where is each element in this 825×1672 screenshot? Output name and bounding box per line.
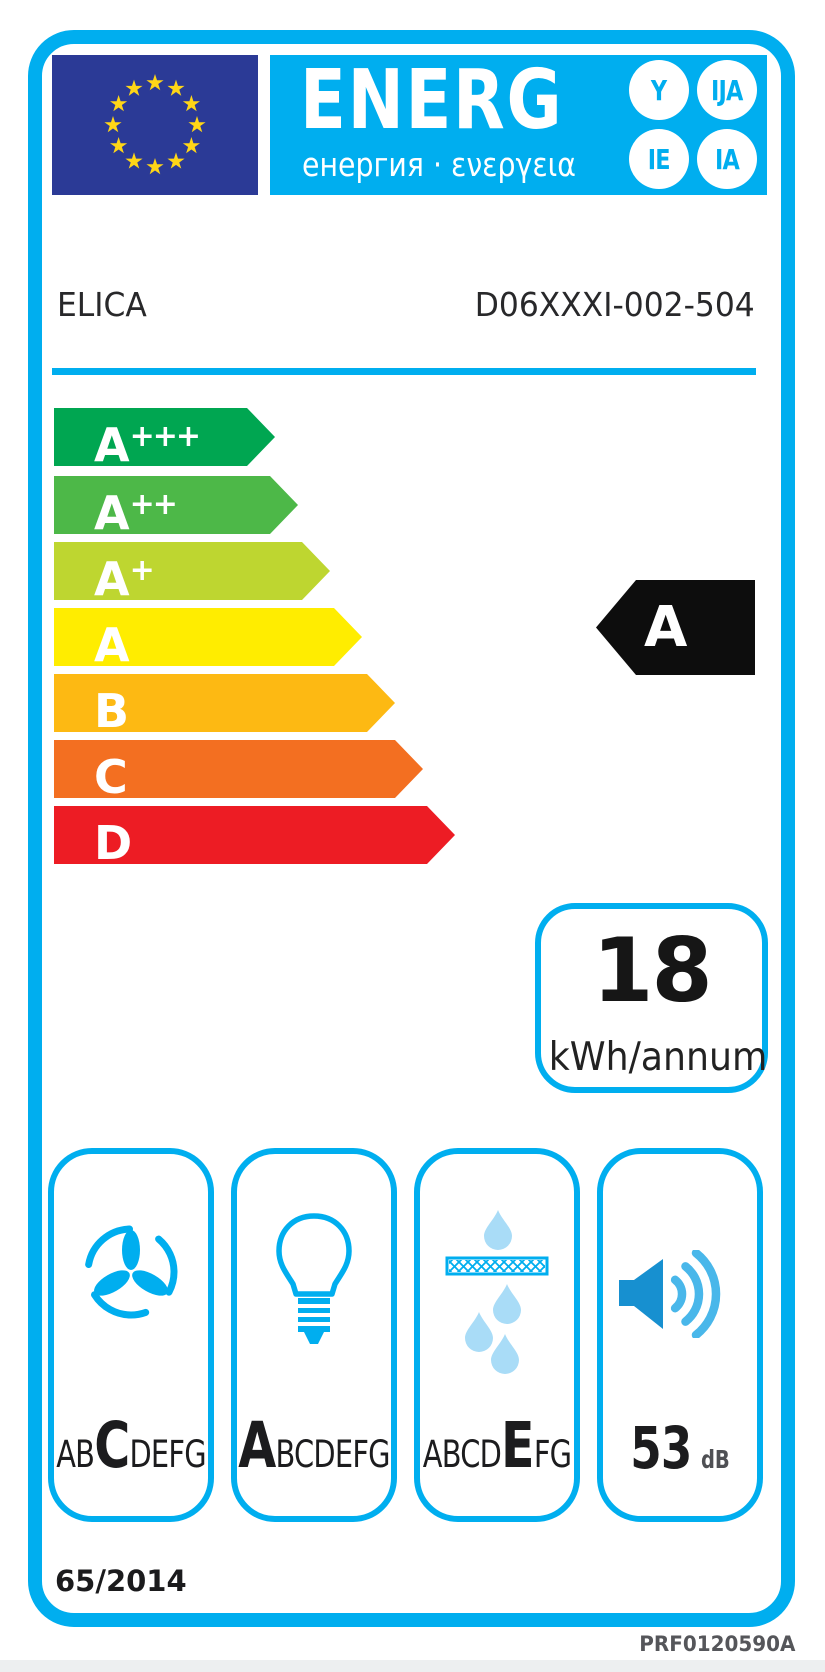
brand-name: ELICA: [57, 285, 147, 324]
eu-flag-icon: [52, 55, 258, 195]
grease-filter-box: ABCD E FG: [414, 1148, 580, 1522]
energ-title: ENERG: [300, 53, 564, 148]
fan-class-scale: AB C DEFG: [56, 1409, 206, 1482]
energy-class-b: B: [54, 674, 395, 732]
energy-class-d: D: [54, 806, 455, 864]
rated-class-arrow: A: [596, 580, 755, 675]
noise-value: 53: [630, 1414, 692, 1482]
model-number: D06XXXI-002-504: [474, 285, 755, 324]
energy-class-a-plus: A+: [54, 542, 330, 600]
noise-unit: dB: [700, 1445, 730, 1474]
eu-flag: [52, 55, 258, 195]
annual-consumption-box: 18 kWh/annum: [535, 903, 768, 1093]
consumption-unit: kWh/annum: [548, 1035, 768, 1080]
energy-class-c: C: [54, 740, 423, 798]
filter-class-scale: ABCD E FG: [422, 1409, 572, 1482]
suffix-circle-ia: IA: [697, 129, 757, 189]
suffix-circle-ija: IJA: [697, 60, 757, 120]
header-divider: [52, 368, 756, 375]
speaker-icon: [619, 1250, 721, 1338]
fan-efficiency-box: AB C DEFG: [48, 1148, 214, 1522]
suffix-circle-ie: IE: [629, 129, 689, 189]
energy-class-a-plus-plus-plus: A+++: [54, 408, 275, 466]
energ-subtitle: енергия · ενεργεια: [302, 145, 576, 184]
energy-class-a-plus-plus: A++: [54, 476, 298, 534]
energy-class-a: A: [54, 608, 362, 666]
consumption-value: 18: [592, 919, 712, 1022]
reference-code: PRF0120590A: [638, 1632, 795, 1656]
lighting-efficiency-box: A BCDEFG: [231, 1148, 397, 1522]
energ-logo: ENERG енергия · ενεργεια Y IJA IE IA: [270, 53, 767, 195]
lightbulb-icon: [276, 1213, 352, 1344]
lighting-class-scale: A BCDEFG: [238, 1409, 390, 1482]
rated-class-letter: A: [644, 595, 688, 660]
noise-value-row: 53 dB: [604, 1414, 755, 1482]
noise-box: 53 dB: [597, 1148, 763, 1522]
suffix-circle-y: Y: [629, 60, 689, 120]
fan-icon: [84, 1225, 178, 1319]
regulation-number: 65/2014: [55, 1564, 187, 1598]
language-suffix-circles: Y IJA IE IA: [629, 60, 757, 189]
label-frame: ENERG енергия · ενεργεια Y IJA IE IA ELI…: [28, 30, 795, 1627]
grease-filter-icon: [445, 1210, 549, 1374]
bottom-strip: [0, 1660, 825, 1672]
